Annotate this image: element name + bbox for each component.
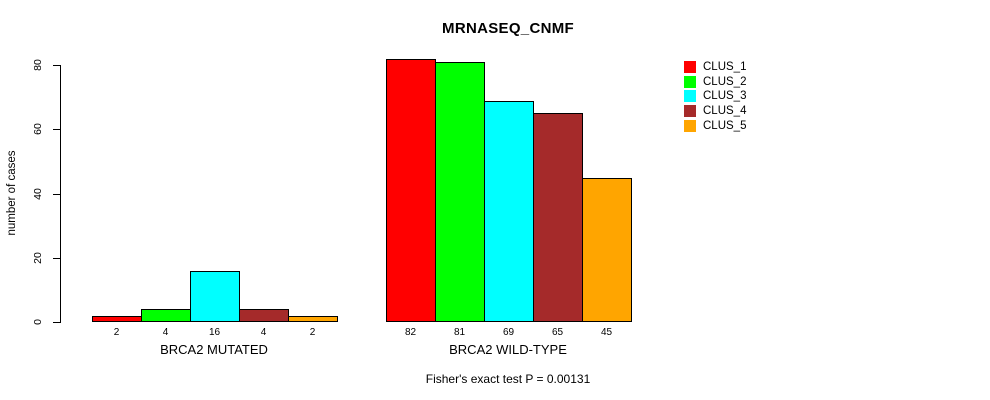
y-tick-label-0: 0 <box>32 319 44 325</box>
group-label-brca2-wild-type: BRCA2 WILD-TYPE <box>449 342 567 357</box>
bar-clus_4-group2 <box>533 113 583 322</box>
bar-clus_2-group2 <box>435 62 485 322</box>
bar-value-label: 2 <box>309 327 316 338</box>
y-tick-mark-60 <box>53 129 60 130</box>
bar-value-label: 45 <box>600 327 613 338</box>
legend-swatch-icon <box>684 90 696 103</box>
y-tick-label-40: 40 <box>32 188 44 200</box>
legend-row-clus_3: CLUS_3 <box>684 89 746 104</box>
legend-swatch-icon <box>684 119 696 132</box>
bar-value-label: 69 <box>502 327 515 338</box>
bar-value-label: 16 <box>208 327 221 338</box>
legend-row-clus_4: CLUS_4 <box>684 104 746 119</box>
bar-value-label: 4 <box>162 327 169 338</box>
y-tick-mark-40 <box>53 194 60 195</box>
legend-label: CLUS_5 <box>703 119 747 132</box>
bar-clus_1-group2 <box>386 59 436 322</box>
y-tick-label-60: 60 <box>32 123 44 135</box>
legend-swatch-icon <box>684 75 696 88</box>
bar-value-label: 81 <box>453 327 466 338</box>
bar-value-label: 65 <box>551 327 564 338</box>
bar-clus_4-group1 <box>239 309 289 322</box>
bar-value-label: 4 <box>260 327 267 338</box>
y-tick-mark-20 <box>53 258 60 259</box>
legend-row-clus_1: CLUS_1 <box>684 60 746 75</box>
legend-label: CLUS_2 <box>703 75 747 88</box>
legend-swatch-icon <box>684 105 696 118</box>
legend-swatch-icon <box>684 61 696 74</box>
bar-clus_5-group1 <box>288 316 338 322</box>
legend: CLUS_1 CLUS_2 CLUS_3 CLUS_4 CLUS_5 <box>684 60 746 133</box>
y-tick-label-80: 80 <box>32 59 44 71</box>
bar-clus_1-group1 <box>92 316 142 322</box>
legend-label: CLUS_4 <box>703 105 747 118</box>
legend-row-clus_2: CLUS_2 <box>684 75 746 90</box>
bar-clus_5-group2 <box>582 178 632 322</box>
y-axis-label: number of cases <box>6 150 18 236</box>
y-axis-line <box>60 65 61 323</box>
fisher-test-caption: Fisher's exact test P = 0.00131 <box>425 372 591 386</box>
y-tick-mark-80 <box>53 65 60 66</box>
bar-value-label: 2 <box>113 327 120 338</box>
legend-row-clus_5: CLUS_5 <box>684 118 746 133</box>
legend-label: CLUS_1 <box>703 61 747 74</box>
y-tick-label-20: 20 <box>32 252 44 264</box>
group-label-brca2-mutated: BRCA2 MUTATED <box>160 342 268 357</box>
bar-clus_3-group1 <box>190 271 240 322</box>
bar-value-label: 82 <box>404 327 417 338</box>
chart-title: MRNASEQ_CNMF <box>442 20 574 37</box>
legend-label: CLUS_3 <box>703 90 747 103</box>
bar-clus_3-group2 <box>484 101 534 322</box>
bar-clus_2-group1 <box>141 309 191 322</box>
y-tick-mark-0 <box>53 322 60 323</box>
